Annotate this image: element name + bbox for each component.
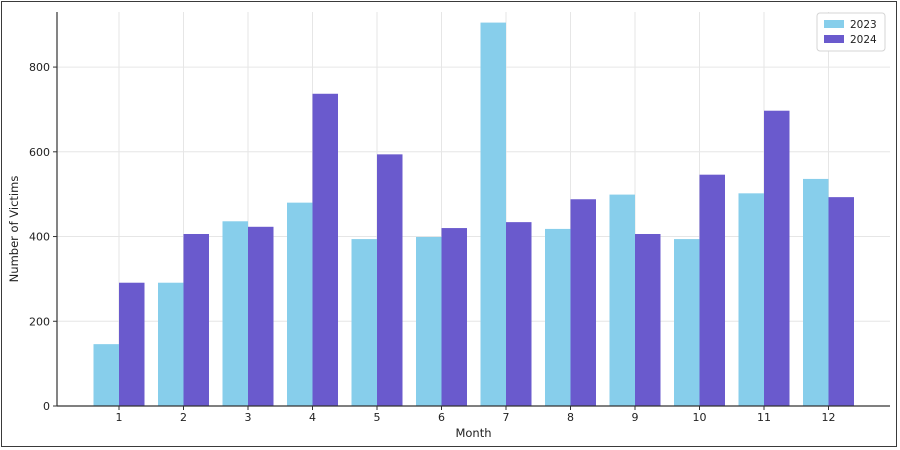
bars <box>93 22 854 407</box>
bar-2023-month-8 <box>545 228 571 406</box>
y-tick-label: 400 <box>29 231 50 244</box>
legend-swatch-2024 <box>824 35 844 43</box>
bar-2023-month-7 <box>480 22 506 406</box>
x-tick-label: 10 <box>693 411 707 424</box>
bar-2024-month-7 <box>506 222 532 406</box>
bar-2023-month-5 <box>351 239 377 406</box>
bar-2024-month-6 <box>441 228 467 406</box>
bar-2023-month-3 <box>222 221 248 406</box>
bar-2023-month-12 <box>803 178 829 406</box>
bar-2023-month-4 <box>287 202 313 406</box>
legend-label-2024: 2024 <box>850 34 877 46</box>
x-tick-label: 2 <box>180 411 187 424</box>
y-tick-label: 200 <box>29 315 50 328</box>
bar-2024-month-10 <box>699 174 725 406</box>
x-tick-label: 12 <box>822 411 836 424</box>
bar-2023-month-11 <box>738 193 764 406</box>
bar-2024-month-12 <box>828 197 854 406</box>
bar-2024-month-1 <box>119 282 145 406</box>
bar-2023-month-2 <box>158 282 184 406</box>
x-tick-label: 11 <box>757 411 771 424</box>
bar-2023-month-10 <box>674 239 700 406</box>
bar-2024-month-11 <box>764 110 790 407</box>
x-tick-label: 8 <box>567 411 574 424</box>
bar-2024-month-9 <box>635 233 661 406</box>
bar-2023-month-1 <box>93 344 119 406</box>
bar-2023-month-9 <box>609 194 635 406</box>
bar-2024-month-2 <box>183 233 209 406</box>
x-axis-label: Month <box>455 426 491 440</box>
y-tick-label: 800 <box>29 61 50 74</box>
x-tick-label: 1 <box>116 411 123 424</box>
y-tick-label: 600 <box>29 146 50 159</box>
bar-2024-month-3 <box>248 226 274 406</box>
bar-2023-month-6 <box>416 236 442 406</box>
legend-swatch-2023 <box>824 20 844 28</box>
x-tick-label: 5 <box>374 411 381 424</box>
x-tick-label: 7 <box>503 411 510 424</box>
bar-2024-month-8 <box>570 199 596 406</box>
x-tick-label: 3 <box>245 411 252 424</box>
bar-2024-month-4 <box>312 93 338 406</box>
bar-2024-month-5 <box>377 154 403 406</box>
x-tick-label: 6 <box>438 411 445 424</box>
legend: 2023 2024 <box>816 12 886 52</box>
x-tick-label: 4 <box>309 411 316 424</box>
legend-label-2023: 2023 <box>850 19 877 31</box>
y-axis-label: Number of Victims <box>7 176 21 283</box>
x-tick-label: 9 <box>632 411 639 424</box>
y-tick-label: 0 <box>43 400 50 413</box>
axes <box>53 12 890 410</box>
